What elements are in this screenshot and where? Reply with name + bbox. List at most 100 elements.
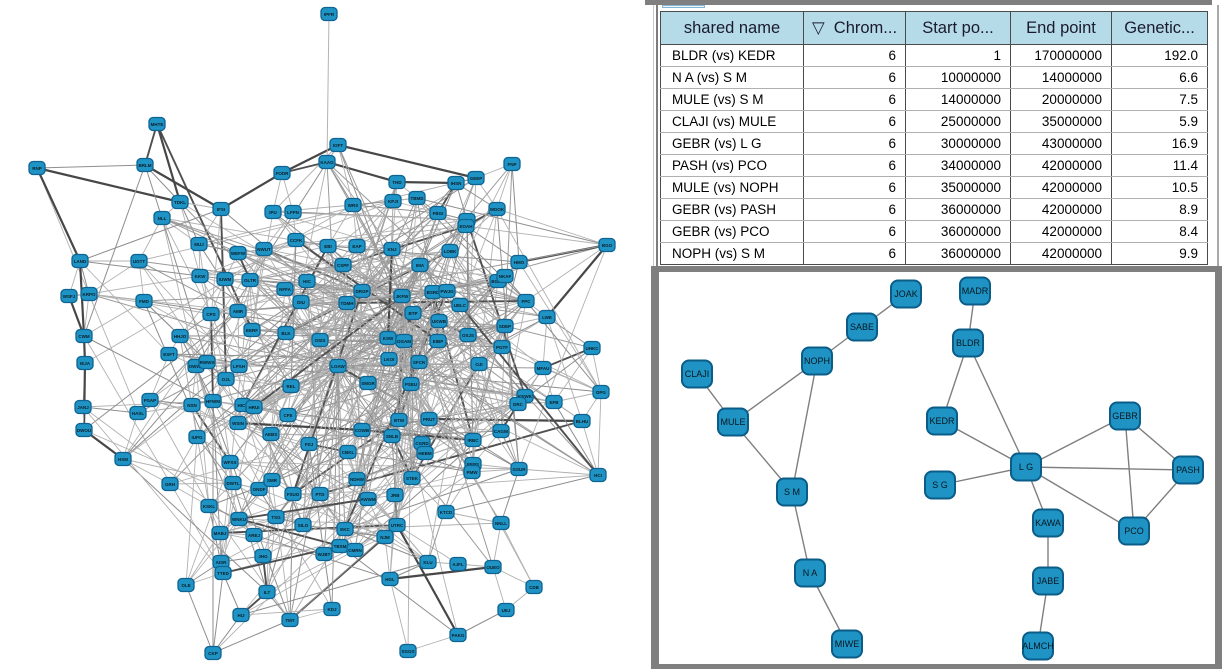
svg-text:REL: REL [287,384,296,389]
svg-text:LKOI: LKOI [384,357,395,362]
svg-text:WSIN: WSIN [232,421,244,426]
svg-text:FSUO: FSUO [287,492,300,497]
svg-text:SMR: SMR [267,478,278,483]
svg-text:MULE: MULE [720,417,745,427]
svg-text:KNWK: KNWK [518,394,533,399]
svg-text:HHJO: HHJO [174,334,187,339]
svg-text:OJI: OJI [475,362,482,367]
svg-text:CSPF: CSPF [337,263,349,268]
svg-text:OLTR: OLTR [244,278,257,283]
svg-text:OSIS: OSIS [315,338,326,343]
svg-text:CLAJI: CLAJI [685,369,710,379]
svg-text:THD: THD [392,180,402,185]
svg-text:UHKC: UHKC [586,346,600,351]
svg-text:KLU: KLU [423,560,432,565]
svg-text:DIU: DIU [297,300,305,305]
svg-text:OWWT: OWWT [189,364,204,369]
svg-text:KSKL: KSKL [203,504,216,509]
svg-text:FPC: FPC [522,299,532,304]
svg-text:UELC: UELC [454,303,467,308]
svg-text:CWM: CWM [78,334,89,339]
svg-text:CDB: CDB [529,585,539,590]
svg-text:AEBS: AEBS [265,432,278,437]
svg-text:NFFA: NFFA [279,287,291,292]
svg-text:JHG: JHG [258,554,268,559]
svg-text:KPJI: KPJI [388,199,398,204]
svg-text:NOPH: NOPH [804,356,830,366]
svg-text:MHTE: MHTE [151,122,164,127]
svg-text:OSJS: OSJS [462,333,474,338]
svg-text:BLK: BLK [281,331,291,336]
svg-text:EEPS: EEPS [467,462,479,467]
svg-text:ILT: ILT [264,590,271,595]
svg-text:CFE: CFE [284,413,293,418]
svg-text:HFWM: HFWM [206,399,220,404]
svg-text:SMGR: SMGR [361,381,375,386]
svg-text:SILO: SILO [298,523,309,528]
svg-text:EBI: EBI [324,244,332,249]
svg-text:HSM: HSM [118,457,128,462]
svg-text:OGAM: OGAM [397,339,411,344]
svg-text:BSRD: BSRD [427,290,441,295]
svg-text:KAAG: KAAG [320,160,334,165]
svg-text:LFPN: LFPN [287,210,299,215]
svg-text:BTP: BTP [409,311,418,316]
svg-text:TDKL: TDKL [174,200,186,205]
svg-text:UKWB: UKWB [432,319,447,324]
svg-text:SNLB: SNLB [386,434,399,439]
svg-text:KSW: KSW [383,336,394,341]
svg-text:MIWE: MIWE [835,639,860,649]
svg-text:HIC: HIC [303,279,312,284]
svg-text:ALMCH: ALMCH [1022,641,1054,651]
svg-text:BGO: BGO [602,243,613,248]
svg-text:UGTT: UGTT [133,259,145,264]
svg-text:RNP: RNP [32,166,42,171]
svg-text:CBKL: CBKL [342,450,355,455]
svg-text:FMD: FMD [139,299,149,304]
svg-text:IHSN: IHSN [451,181,462,186]
svg-text:MADR: MADR [962,286,989,296]
svg-text:WRS: WRS [348,203,359,208]
svg-text:UTRC: UTRC [391,523,404,528]
svg-text:NDHW: NDHW [350,477,365,482]
svg-text:KNJ: KNJ [387,247,396,252]
svg-text:CAGW: CAGW [494,429,509,434]
svg-text:WNKU: WNKU [232,517,246,522]
svg-text:FBGI: FBGI [433,211,444,216]
svg-text:PSAP: PSAP [144,398,156,403]
svg-text:N A: N A [803,568,818,578]
svg-text:WJBT: WJBT [318,552,331,557]
svg-text:AISR: AISR [216,560,228,565]
svg-text:EFB: EFB [550,400,560,405]
svg-text:GSUR: GSUR [512,467,526,472]
svg-text:DPG: DPG [596,390,606,395]
svg-text:GRH: GRH [165,482,175,487]
svg-text:IFSI: IFSI [217,207,225,212]
svg-text:RWWS: RWWS [200,360,215,365]
svg-text:LWE: LWE [542,315,552,320]
svg-text:EKC: EKC [340,527,350,532]
svg-text:IOFT: IOFT [333,143,343,148]
svg-text:CGRD: CGRD [415,441,429,446]
svg-text:TBMD: TBMD [411,196,425,201]
svg-text:BLHU: BLHU [576,419,589,424]
svg-text:BRLM: BRLM [139,163,152,168]
svg-text:CMRN: CMRN [348,548,362,553]
svg-text:MFAU: MFAU [537,366,550,371]
svg-text:LOAW: LOAW [331,364,345,369]
svg-text:WEFW: WEFW [231,251,246,256]
svg-text:PCO: PCO [1124,526,1144,536]
svg-text:S M: S M [784,487,800,497]
svg-text:COWB: COWB [355,428,370,433]
svg-text:DWOU: DWOU [77,428,91,433]
svg-text:KDJ: KDJ [327,607,336,612]
svg-text:NJM: NJM [380,535,390,540]
svg-text:AMR: AMR [233,309,244,314]
svg-text:NLL: NLL [158,216,167,221]
svg-text:HMO: HMO [514,260,525,265]
svg-text:EIBP: EIBP [433,339,444,344]
svg-text:ONDF: ONDF [253,487,266,492]
svg-text:GEEP: GEEP [470,176,483,181]
svg-text:KTCD: KTCD [440,510,453,515]
svg-text:DRC: DRC [513,402,523,407]
